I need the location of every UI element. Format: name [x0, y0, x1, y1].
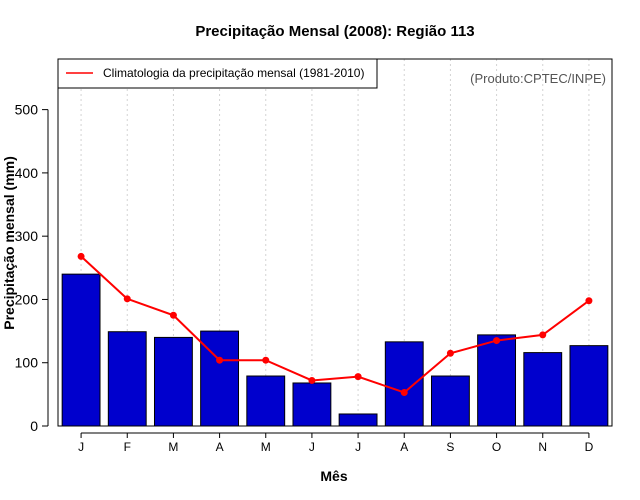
x-tick-label-2: M — [168, 440, 178, 454]
bars — [61, 273, 609, 427]
bar-5 — [292, 382, 332, 427]
bar-2 — [153, 336, 193, 427]
bar-9 — [477, 334, 517, 427]
climatology-point-2 — [169, 311, 177, 319]
x-tick-label-0: J — [78, 440, 84, 454]
x-tick-label-6: J — [355, 440, 361, 454]
climatology-point-4 — [262, 356, 270, 364]
x-axis-label: Mês — [320, 468, 347, 484]
y-axis-label: Precipitação mensal (mm) — [1, 156, 17, 330]
bar-1 — [107, 331, 147, 427]
x-tick-label-7: A — [400, 440, 408, 454]
x-tick-label-1: F — [124, 440, 131, 454]
climatology-line — [77, 252, 593, 396]
y-tick-label-2: 200 — [15, 291, 39, 307]
chart-title: Precipitação Mensal (2008): Região 113 — [195, 23, 474, 40]
legend: Climatologia da precipitação mensal (198… — [57, 58, 378, 89]
x-tick-label-9: O — [492, 440, 501, 454]
bar-0 — [61, 273, 101, 427]
climatology-point-11 — [585, 297, 593, 305]
bar-3 — [200, 330, 240, 427]
climatology-point-9 — [493, 337, 501, 345]
x-tick-label-4: M — [261, 440, 271, 454]
bar-7 — [384, 341, 424, 427]
x-tick-label-8: S — [446, 440, 454, 454]
bar-6 — [338, 413, 378, 427]
x-tick-label-11: D — [585, 440, 594, 454]
bar-10 — [523, 352, 563, 427]
climatology-point-6 — [354, 373, 362, 381]
climatology-point-5 — [308, 376, 316, 384]
x-tick-label-10: N — [538, 440, 547, 454]
climatology-point-0 — [77, 252, 85, 260]
climatology-point-7 — [400, 388, 408, 396]
x-tick-label-5: J — [309, 440, 315, 454]
y-tick-label-3: 300 — [15, 228, 39, 244]
climatology-polyline — [80, 255, 590, 394]
legend-label: Climatologia da precipitação mensal (198… — [103, 66, 364, 80]
source-credit: (Produto:CPTEC/INPE) — [470, 71, 606, 86]
bar-8 — [430, 375, 470, 427]
climatology-point-8 — [446, 349, 454, 357]
y-tick-label-4: 400 — [15, 165, 39, 181]
climatology-point-3 — [216, 356, 224, 364]
x-tick-label-3: A — [216, 440, 224, 454]
legend-box — [57, 58, 378, 89]
y-axis: 0 100 200 300 400 500 — [15, 102, 49, 434]
y-tick-label-0: 0 — [30, 418, 38, 434]
climatology-point-1 — [123, 295, 131, 303]
y-tick-label-5: 500 — [15, 102, 39, 118]
bar-4 — [246, 375, 286, 427]
y-tick-label-1: 100 — [15, 355, 39, 371]
bar-11 — [569, 345, 609, 427]
climatology-point-10 — [539, 331, 547, 339]
